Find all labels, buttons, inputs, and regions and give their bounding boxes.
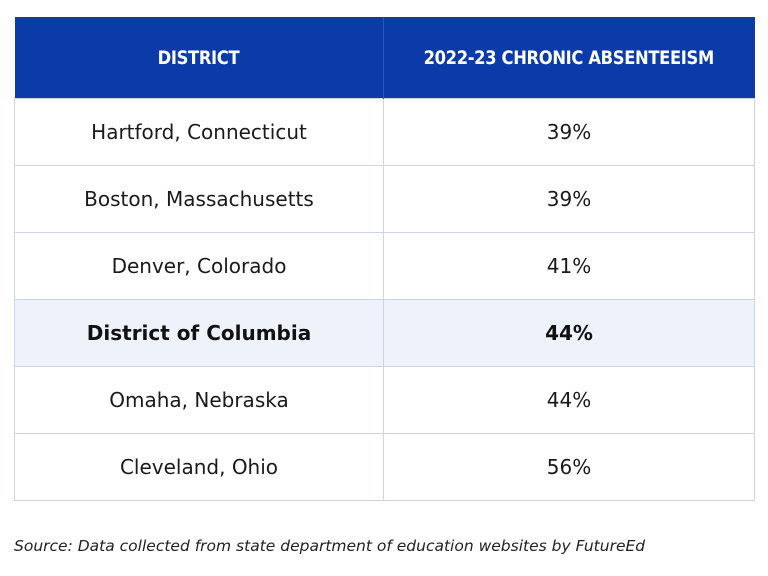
column-header-district-label: DISTRICT [157, 46, 240, 69]
table-row: Boston, Massachusetts 39% [14, 165, 755, 233]
district-cell: Cleveland, Ohio [14, 433, 384, 501]
district-cell: Boston, Massachusetts [14, 165, 384, 233]
absenteeism-cell: 39% [383, 98, 755, 166]
table-row-highlighted: District of Columbia 44% [14, 299, 755, 367]
source-note: Source: Data collected from state depart… [14, 537, 646, 555]
table-row: Cleveland, Ohio 56% [14, 433, 755, 501]
column-header-absenteeism: 2022-23 CHRONIC ABSENTEEISM [383, 17, 755, 99]
absenteeism-cell: 44% [383, 299, 755, 367]
table-header: DISTRICT 2022-23 CHRONIC ABSENTEEISM [14, 17, 755, 99]
column-header-district: DISTRICT [14, 17, 384, 99]
absenteeism-cell: 41% [383, 232, 755, 300]
absenteeism-cell: 56% [383, 433, 755, 501]
header-row: DISTRICT 2022-23 CHRONIC ABSENTEEISM [14, 17, 755, 99]
district-cell: District of Columbia [14, 299, 384, 367]
table-body: Hartford, Connecticut 39% Boston, Massac… [14, 98, 755, 501]
absenteeism-table-container: DISTRICT 2022-23 CHRONIC ABSENTEEISM Har… [14, 17, 755, 501]
district-cell: Hartford, Connecticut [14, 98, 384, 166]
table-row: Omaha, Nebraska 44% [14, 366, 755, 434]
absenteeism-cell: 44% [383, 366, 755, 434]
column-header-absenteeism-label: 2022-23 CHRONIC ABSENTEEISM [424, 46, 715, 69]
table-row: Hartford, Connecticut 39% [14, 98, 755, 166]
absenteeism-table: DISTRICT 2022-23 CHRONIC ABSENTEEISM Har… [14, 17, 755, 501]
district-cell: Omaha, Nebraska [14, 366, 384, 434]
table-row: Denver, Colorado 41% [14, 232, 755, 300]
district-cell: Denver, Colorado [14, 232, 384, 300]
absenteeism-cell: 39% [383, 165, 755, 233]
